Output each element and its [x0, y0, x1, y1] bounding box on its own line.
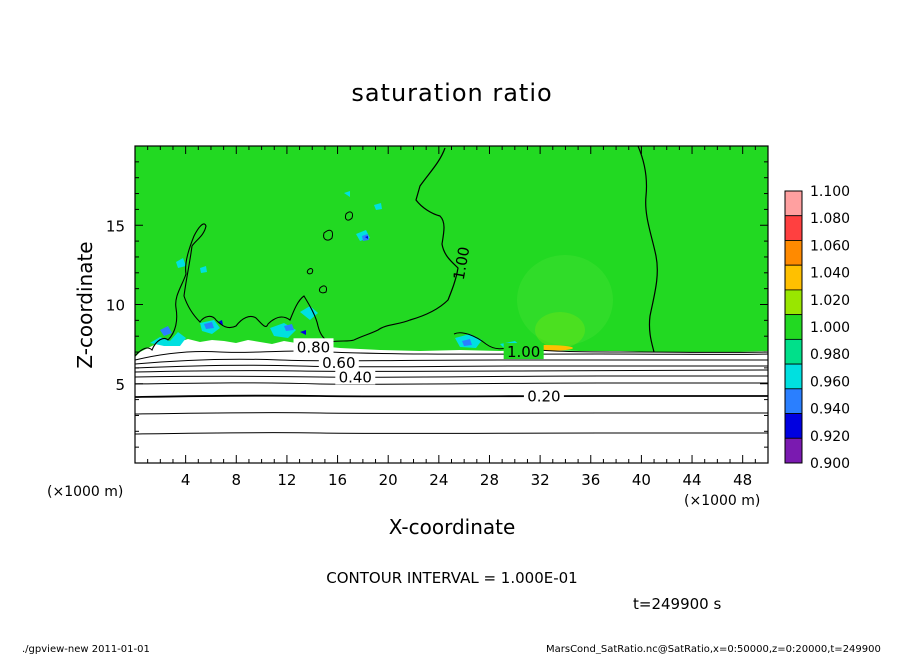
contour-label-bg — [523, 387, 564, 404]
contour-label: 1.00 — [450, 245, 474, 281]
colorbar-swatch — [784, 190, 803, 217]
contour-label: 0.40 — [339, 368, 372, 386]
y-axis: 5 10 15 — [106, 161, 768, 448]
colorbar-swatch — [784, 413, 803, 439]
contour-label-bg — [318, 354, 359, 371]
colorbar-swatch — [784, 264, 803, 291]
y-tick-label: 5 — [115, 376, 125, 394]
moist-plume-core — [535, 312, 585, 348]
subsat-specks — [150, 191, 522, 349]
x-tick-label: 44 — [682, 471, 701, 489]
contour-label: 1.00 — [507, 343, 540, 361]
contour-label-bg — [293, 338, 334, 355]
colorbar-label: 0.960 — [810, 374, 850, 390]
footer-left: ./gpview-new 2011-01-01 — [22, 644, 150, 654]
colorbar-label: 0.940 — [810, 402, 850, 418]
colorbar-swatch — [784, 215, 803, 241]
footer-right: MarsCond_SatRatio.nc@SatRatio,x=0:50000,… — [546, 644, 881, 654]
colorbar-swatch — [784, 289, 803, 316]
colorbar-label: 1.020 — [810, 293, 850, 309]
contour-label: 0.60 — [322, 354, 355, 372]
colorbar-label: 1.100 — [810, 184, 850, 200]
colorbar-swatch — [784, 338, 803, 365]
x-tick-label: 36 — [581, 471, 600, 489]
x-axis-unit-right: (×1000 m) — [684, 493, 760, 509]
y-axis-label: Z-coordinate — [73, 241, 97, 368]
contour-label: 0.80 — [297, 338, 330, 356]
colorbar-swatch — [784, 363, 803, 390]
contour-labels: 1.00 1.00 0.800.600.40 0.20 — [293, 245, 564, 405]
contour-lines — [135, 146, 768, 435]
colorbar-label: 0.920 — [810, 429, 850, 445]
y-tick-label: 10 — [106, 297, 125, 315]
x-axis: 4 8 12 16 20 24 28 32 36 40 44 48 — [147, 146, 756, 489]
colorbar-frame — [784, 190, 803, 464]
colorbar-label: 1.080 — [810, 211, 850, 227]
subsaturated-lower-layer — [135, 339, 768, 463]
colorbar-label: 0.980 — [810, 347, 850, 363]
colorbar-label: 1.060 — [810, 238, 850, 254]
colorbar-label: 1.040 — [810, 266, 850, 282]
contour-label-bg — [503, 343, 544, 360]
colorbar-swatch — [784, 437, 803, 464]
time-stamp: t=249900 s — [633, 595, 721, 613]
contour-interval: CONTOUR INTERVAL = 1.000E-01 — [326, 569, 577, 587]
colorbar-label: 1.000 — [810, 320, 850, 336]
chart-title: saturation ratio — [351, 79, 552, 107]
colorbar-label: 0.900 — [810, 456, 850, 472]
colorbar-swatch — [784, 240, 803, 266]
x-tick-label: 32 — [531, 471, 550, 489]
x-tick-label: 20 — [379, 471, 398, 489]
colorbar-swatch — [784, 388, 803, 414]
colorbar-swatch — [784, 314, 803, 340]
x-tick-label: 4 — [181, 471, 191, 489]
x-tick-label: 8 — [232, 471, 242, 489]
x-tick-label: 24 — [429, 471, 448, 489]
x-axis-label: X-coordinate — [389, 515, 516, 539]
x-axis-unit-left: (×1000 m) — [47, 484, 123, 500]
plot-area: 1.00 1.00 0.800.600.40 0.20 — [134, 145, 769, 464]
x-tick-label: 28 — [480, 471, 499, 489]
y-tick-label: 15 — [106, 217, 125, 235]
contour-label-bg — [335, 368, 376, 385]
x-tick-label: 16 — [328, 471, 347, 489]
contour-label: 0.20 — [527, 387, 560, 405]
x-tick-label: 48 — [733, 471, 752, 489]
x-tick-label: 12 — [277, 471, 296, 489]
colorbar: 1.100 1.080 1.060 1.040 1.020 1.000 0.980 0.960… — [784, 184, 850, 472]
x-tick-label: 40 — [632, 471, 651, 489]
